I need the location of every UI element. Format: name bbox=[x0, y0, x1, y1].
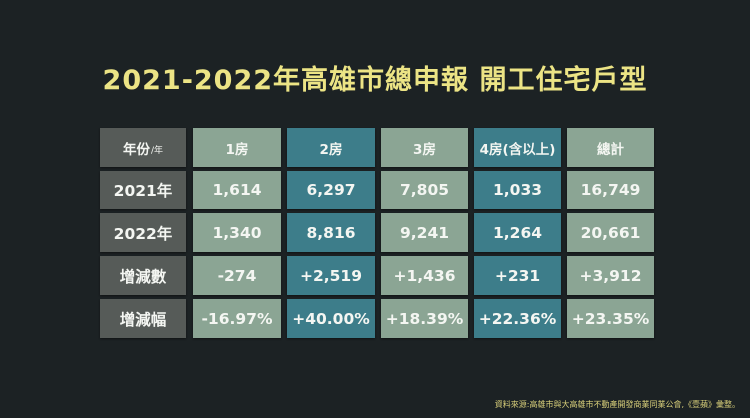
header-total: 總計 bbox=[567, 128, 654, 167]
row-label-change-pct: 增減幅 bbox=[100, 299, 186, 338]
source-note: 資料來源:高雄市與大高雄市不動產開發商業同業公會,《壹蘋》彙整。 bbox=[494, 400, 740, 409]
table-cell: 6,297 bbox=[287, 171, 375, 209]
table-cell: +231 bbox=[474, 256, 561, 295]
table-cell: 1,614 bbox=[193, 171, 281, 209]
row-label-2021: 2021年 bbox=[100, 171, 186, 209]
table-cell: 1,033 bbox=[474, 171, 561, 209]
table-cell: +40.00% bbox=[287, 299, 375, 338]
table-cell: +2,519 bbox=[287, 256, 375, 295]
row-label-change: 增減數 bbox=[100, 256, 186, 295]
header-year-suffix: /年 bbox=[150, 145, 164, 156]
table-cell: +22.36% bbox=[474, 299, 561, 338]
header-2room: 2房 bbox=[287, 128, 375, 167]
table-cell: +23.35% bbox=[567, 299, 654, 338]
header-year-cell: 年份/年 bbox=[100, 128, 186, 167]
table-cell: 8,816 bbox=[287, 213, 375, 252]
row-label-2022: 2022年 bbox=[100, 213, 186, 252]
header-year-label: 年份 bbox=[122, 141, 150, 158]
table-cell: 1,340 bbox=[193, 213, 281, 252]
table-cell: 16,749 bbox=[567, 171, 654, 209]
table-cell: 9,241 bbox=[381, 213, 468, 252]
table-cell: +3,912 bbox=[567, 256, 654, 295]
header-4room-plus: 4房(含以上) bbox=[474, 128, 561, 167]
table-cell: +18.39% bbox=[381, 299, 468, 338]
table-cell: -16.97% bbox=[193, 299, 281, 338]
table-cell: +1,436 bbox=[381, 256, 468, 295]
table-cell: -274 bbox=[193, 256, 281, 295]
table-cell: 20,661 bbox=[567, 213, 654, 252]
header-3room: 3房 bbox=[381, 128, 468, 167]
table-cell: 1,264 bbox=[474, 213, 561, 252]
header-1room: 1房 bbox=[193, 128, 281, 167]
table-cell: 7,805 bbox=[381, 171, 468, 209]
page-title: 2021-2022年高雄市總申報 開工住宅戶型 bbox=[102, 65, 648, 96]
